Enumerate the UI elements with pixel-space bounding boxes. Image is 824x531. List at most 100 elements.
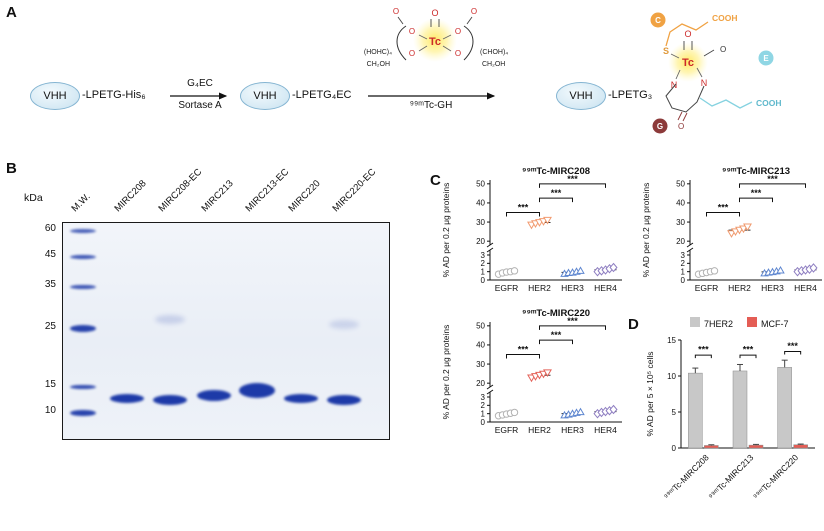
gel-band [70,384,96,390]
svg-text:⁹⁹ᵐTc-MIRC208: ⁹⁹ᵐTc-MIRC208 [522,166,590,177]
svg-text:⁹⁹ᵐTc-MIRC220: ⁹⁹ᵐTc-MIRC220 [522,308,590,319]
svg-text:0: 0 [681,276,686,285]
carbonyl-o-red-label: O [678,122,684,131]
mw-marker-10: 10 [44,405,56,416]
svg-text:3: 3 [481,393,486,402]
bar-chart-cells: % AD per 5 × 10⁵ cells 0 5 10 15 *** *** *** ⁹⁹ᵐ… [645,334,823,526]
svg-text:50: 50 [476,180,485,189]
svg-text:***: *** [567,316,578,326]
chart-canvas: % AD per 5 × 10⁵ cells 0 5 10 15 *** *** *** ⁹⁹ᵐ… [645,336,815,501]
legend-label-mcf7: MCF-7 [761,319,789,329]
svg-text:0: 0 [672,444,677,453]
svg-text:HER3: HER3 [561,425,584,435]
svg-text:HER4: HER4 [794,283,817,293]
construct1-label: -LPETG-His₆ [82,89,146,101]
badge-c-label: C [655,16,661,25]
n-atom-label: N [671,80,678,90]
gel-box [62,222,390,440]
svg-text:***: *** [518,203,529,213]
svg-text:40: 40 [476,199,485,208]
carbonyl-o-label: O [393,7,399,16]
arrow1-enzyme-label: Sortase A [178,100,222,111]
svg-text:50: 50 [476,322,485,331]
bar-chart-legend: 7HER2 MCF-7 [690,317,789,329]
svg-text:0: 0 [481,418,486,427]
gel-band [155,314,185,324]
gel-band [329,319,359,329]
svg-text:***: *** [787,341,798,351]
svg-text:2: 2 [681,259,686,268]
svg-text:50: 50 [676,180,685,189]
svg-text:30: 30 [476,360,485,369]
tc-atom-label: Tc [429,36,441,48]
gh-left-chain-1: (HOHC)₄ [364,49,392,56]
badge-c-circle [650,12,666,28]
svg-text:***: *** [567,174,578,184]
panel-d-label: D [628,316,639,333]
panel-a-label: A [6,4,17,21]
vhh-ellipse-1: VHH [30,82,80,110]
vhh-label: VHH [569,90,593,102]
vhh-ellipse-3: VHH [556,82,606,110]
lane-label-mirc220ec: MIRC220-EC [330,166,379,215]
svg-text:***: *** [518,345,529,355]
oxo-atom-label: O [684,29,691,39]
n-atom-label: N [701,78,708,88]
o-atom-label: O [409,27,415,36]
svg-text:2: 2 [481,259,486,268]
svg-text:% AD per 5 × 10⁵ cells: % AD per 5 × 10⁵ cells [645,351,655,436]
lane-label-mirc213ec: MIRC213-EC [243,166,292,215]
svg-text:0: 0 [481,276,486,285]
kda-axis-label: kDa [24,192,43,204]
chart-canvas: ⁹⁹ᵐTc-MIRC220% AD per 0.2 μg proteins012… [441,308,622,435]
svg-text:HER4: HER4 [594,283,617,293]
o-atom-label: O [455,49,461,58]
scatter-mirc213: ⁹⁹ᵐTc-MIRC213% AD per 0.2 μg proteins 0 1 2… [640,164,824,314]
scatter-mirc208: ⁹⁹ᵐTc-MIRC208% AD per 0.2 μg proteins 0 1 2… [440,164,630,314]
svg-text:***: *** [698,345,709,355]
tc-glow [413,18,457,62]
svg-text:⁹⁹ᵐTc-MIRC213: ⁹⁹ᵐTc-MIRC213 [722,166,790,177]
svg-text:20: 20 [476,237,485,246]
svg-text:5: 5 [672,408,677,417]
gel-band [70,325,96,333]
svg-text:20: 20 [476,379,485,388]
lane-label-mirc213: MIRC213 [199,178,236,215]
vhh-ellipse-2: VHH [240,82,290,110]
svg-text:⁹⁹ᵐTc-MIRC208: ⁹⁹ᵐTc-MIRC208 [662,452,711,501]
badge-e-circle [758,50,774,66]
o-atom-label: O [455,27,461,36]
svg-text:***: *** [551,330,562,340]
legend-label-7her2: 7HER2 [704,319,734,329]
tc-product-structure: O Tc S N N COOH O O COOH C E G [650,12,782,134]
vhh-label: VHH [43,90,67,102]
cooh-cyan-label: COOH [756,98,782,108]
construct3-label: -LPETG₃ [608,89,653,101]
svg-text:2: 2 [481,401,486,410]
svg-text:***: *** [767,174,778,184]
legend-swatch-7her2 [690,317,700,327]
svg-text:HER3: HER3 [761,283,784,293]
construct2-label: -LPETG₄EC [292,89,352,101]
svg-text:% AD per 0.2 μg proteins: % AD per 0.2 μg proteins [441,325,451,420]
chart-canvas: ⁹⁹ᵐTc-MIRC208% AD per 0.2 μg proteins012… [441,166,622,293]
lane-label-mirc208: MIRC208 [112,178,149,215]
svg-text:1: 1 [481,409,486,418]
panel-c-label: C [430,172,441,189]
gel-band [70,229,96,234]
badge-g-circle [652,118,668,134]
arrow2-reagent-label: ⁹⁹ᵐTc-GH [409,100,453,111]
svg-text:30: 30 [676,218,685,227]
svg-text:EGFR: EGFR [495,283,519,293]
gel-band [327,394,361,405]
gel-band [70,409,96,417]
s-atom-label: S [663,46,669,56]
tc-glow [668,42,708,82]
svg-text:HER4: HER4 [594,425,617,435]
svg-text:% AD per 0.2 μg proteins: % AD per 0.2 μg proteins [441,183,451,278]
svg-text:10: 10 [667,372,676,381]
lane-label-mirc208ec: MIRC208-EC [156,166,205,215]
svg-text:⁹⁹ᵐTc-MIRC220: ⁹⁹ᵐTc-MIRC220 [751,452,800,501]
arrow1-reagent-label: G₄EC [187,78,213,89]
